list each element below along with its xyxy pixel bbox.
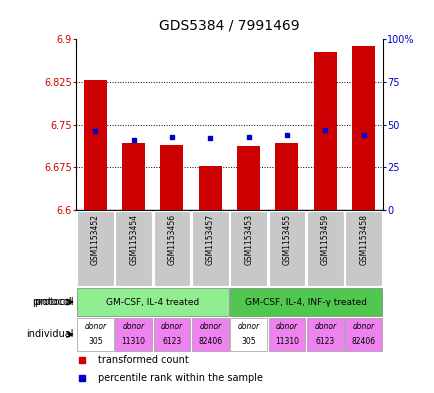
Bar [230, 318, 266, 351]
Text: GSM1153455: GSM1153455 [282, 214, 291, 265]
Text: GSM1153457: GSM1153457 [205, 214, 214, 265]
Text: donor: donor [84, 323, 106, 331]
Text: protocol: protocol [32, 297, 72, 307]
Bar [122, 143, 145, 210]
Text: GSM1153456: GSM1153456 [167, 214, 176, 265]
Bar [115, 211, 151, 286]
Bar [84, 80, 107, 210]
Bar [77, 318, 113, 351]
Bar [345, 211, 381, 286]
Bar [191, 211, 228, 286]
Text: 6123: 6123 [162, 338, 181, 347]
Text: 11310: 11310 [274, 338, 298, 347]
Text: donor: donor [237, 323, 259, 331]
Text: 6123: 6123 [315, 338, 334, 347]
Bar [268, 318, 305, 351]
Text: individual: individual [26, 329, 74, 340]
Bar [230, 211, 266, 286]
Text: donor: donor [122, 323, 145, 331]
Text: donor: donor [275, 323, 297, 331]
Text: 305: 305 [88, 338, 102, 347]
Text: GSM1153452: GSM1153452 [91, 214, 99, 265]
Bar [77, 211, 113, 286]
Text: GSM1153459: GSM1153459 [320, 214, 329, 265]
Bar [153, 211, 190, 286]
Bar [237, 146, 260, 210]
Text: GSM1153458: GSM1153458 [358, 214, 367, 265]
Text: GSM1153454: GSM1153454 [129, 214, 138, 265]
Text: GM-CSF, IL-4 treated: GM-CSF, IL-4 treated [106, 298, 199, 307]
Bar [275, 143, 298, 210]
Text: donor: donor [313, 323, 335, 331]
Bar [345, 318, 381, 351]
Text: GM-CSF, IL-4, INF-γ treated: GM-CSF, IL-4, INF-γ treated [245, 298, 366, 307]
Bar [160, 145, 183, 210]
Text: 11310: 11310 [122, 338, 145, 347]
Bar [77, 288, 228, 316]
Bar [352, 46, 374, 210]
Bar [230, 288, 381, 316]
Text: transformed count: transformed count [97, 355, 188, 365]
Text: GSM1153453: GSM1153453 [243, 214, 253, 265]
Text: donor: donor [161, 323, 183, 331]
Text: 82406: 82406 [351, 338, 375, 347]
Bar [115, 318, 151, 351]
Text: 82406: 82406 [198, 338, 222, 347]
Bar [313, 52, 336, 210]
Text: 305: 305 [241, 338, 255, 347]
Bar [153, 318, 190, 351]
Text: donor: donor [199, 323, 221, 331]
Bar [306, 318, 343, 351]
Text: donor: donor [352, 323, 374, 331]
Bar [306, 211, 343, 286]
Bar [191, 318, 228, 351]
Bar [268, 211, 305, 286]
Text: GDS5384 / 7991469: GDS5384 / 7991469 [159, 18, 299, 33]
Bar [198, 165, 221, 210]
Text: percentile rank within the sample: percentile rank within the sample [97, 373, 262, 383]
Text: protocol: protocol [34, 297, 74, 307]
